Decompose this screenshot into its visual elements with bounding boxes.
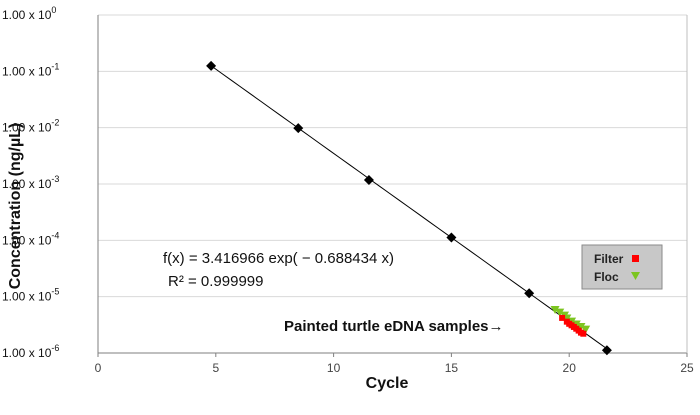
legend-label-filter: Filter <box>594 252 624 266</box>
y-tick-label: 1.00 x 10-5 <box>2 287 59 304</box>
legend-marker-floc <box>631 272 640 280</box>
x-tick-labels: 0 5 10 15 20 25 <box>95 361 694 375</box>
y-tick-label: 1.00 x 100 <box>2 5 56 22</box>
standard-point <box>293 123 304 134</box>
standard-point <box>363 174 374 185</box>
y-tick-label: 1.00 x 10-1 <box>2 61 59 78</box>
floc-point <box>555 308 565 317</box>
legend-label-floc: Floc <box>594 270 619 284</box>
legend-box <box>581 244 663 290</box>
x-tick-label: 10 <box>327 361 341 375</box>
standard-point <box>206 60 217 71</box>
y-tick-label: 1.00 x 10-2 <box>2 118 59 135</box>
standard-point <box>524 288 535 299</box>
y-tick-labels: 1.00 x 100 1.00 x 10-1 1.00 x 10-2 1.00 x 1… <box>2 5 59 360</box>
legend: Filter Floc <box>581 244 663 290</box>
y-tick-label: 1.00 x 10-3 <box>2 174 59 191</box>
data-points <box>206 60 612 356</box>
gridlines <box>98 14 687 354</box>
trendline <box>210 65 608 350</box>
y-axis-title: Concentration (ng/µL) <box>7 123 24 290</box>
x-axis-title: Cycle <box>366 375 409 392</box>
axes <box>97 15 688 357</box>
x-tick-label: 15 <box>445 361 459 375</box>
equation-annotation: f(x) = 3.416966 exp( − 0.688434 x) <box>163 250 394 267</box>
floc-point <box>576 322 586 331</box>
standard-point <box>446 232 457 243</box>
standard-point <box>601 345 612 356</box>
filter-point <box>559 314 566 321</box>
r-squared-annotation: R² = 0.999999 <box>168 273 264 290</box>
x-tick-label: 25 <box>680 361 694 375</box>
x-tick-label: 0 <box>95 361 102 375</box>
legend-marker-filter <box>632 255 639 262</box>
y-tick-label: 1.00 x 10-4 <box>2 230 59 247</box>
samples-annotation: Painted turtle eDNA samples→ <box>284 318 504 335</box>
floc-point <box>581 325 591 334</box>
floc-point <box>550 305 560 314</box>
x-tick-label: 20 <box>563 361 577 375</box>
x-tick-label: 5 <box>212 361 219 375</box>
y-tick-label: 1.00 x 10-6 <box>2 343 59 360</box>
trendline-path <box>210 65 608 350</box>
filter-point <box>580 330 587 337</box>
